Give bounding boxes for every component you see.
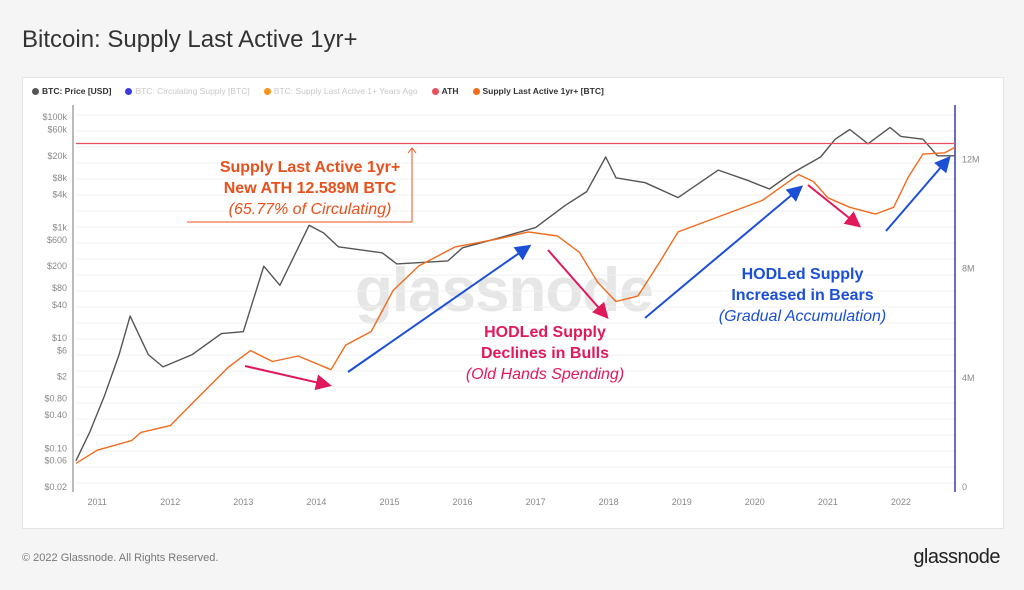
legend-dot-icon [431, 88, 439, 95]
left-tick-label: $0.10 [44, 443, 67, 453]
left-tick-label: $20k [47, 151, 67, 161]
annotation-ath: Supply Last Active 1yr+ New ATH 12.589M … [186, 157, 434, 220]
left-tick-label: $100k [42, 112, 67, 122]
glassnode-logo[interactable]: glassnode [913, 546, 1000, 568]
legend-label: BTC: Price [USD] [42, 86, 112, 96]
x-tick-label: 2012 [160, 497, 180, 507]
right-tick-label: 4M [962, 373, 975, 383]
x-tick-label: 2019 [672, 497, 692, 507]
annotation-bears-line1: HODLed Supply [741, 266, 864, 283]
pink-arrow-icon [807, 184, 862, 228]
legend-item[interactable]: ATH [431, 86, 459, 96]
x-tick-label: 2011 [88, 497, 107, 507]
legend: BTC: Price [USD] BTC: Circulating Supply … [32, 86, 604, 96]
left-tick-label: $60k [47, 124, 67, 134]
legend-label: Supply Last Active 1yr+ [BTC] [482, 86, 604, 96]
series-line-supply-last-active-1yr-btc- [75, 146, 956, 464]
right-tick-label: 12M [962, 155, 980, 165]
annotation-bulls: HODLed Supply Declines in Bulls (Old Han… [440, 322, 650, 385]
pink-arrow-icon [244, 365, 332, 391]
x-tick-label: 2021 [818, 497, 838, 507]
left-tick-label: $600 [47, 235, 67, 245]
series-line-btc-price-usd- [75, 126, 955, 462]
left-tick-label: $2 [57, 372, 67, 382]
legend-item[interactable]: Supply Last Active 1yr+ [BTC] [472, 86, 604, 96]
annotation-ath-line3: (65.77% of Circulating) [228, 201, 392, 218]
annotation-bears-line3: (Gradual Accumulation) [718, 308, 887, 325]
legend-dot-icon [125, 88, 133, 95]
legend-item[interactable]: BTC: Supply Last Active 1+ Years Ago [263, 86, 418, 96]
ath-callout-bracket [187, 148, 413, 223]
left-tick-label: $0.02 [44, 482, 67, 492]
left-tick-label: $80 [52, 283, 67, 293]
x-tick-label: 2015 [379, 497, 399, 507]
left-tick-label: $10 [52, 333, 67, 343]
annotation-bulls-line1: HODLed Supply [484, 324, 606, 341]
annotation-bears: HODLed Supply Increased in Bears (Gradua… [690, 264, 915, 327]
annotation-bears-line2: Increased in Bears [731, 287, 874, 304]
blue-arrow-icon [347, 244, 532, 373]
x-tick-label: 2017 [526, 497, 546, 507]
left-tick-label: $0.06 [44, 456, 67, 466]
left-tick-label: $8k [52, 173, 67, 183]
right-tick-label: 0 [962, 482, 967, 492]
pink-arrow-icon [547, 249, 609, 320]
left-tick-label: $0.80 [44, 394, 67, 404]
copyright-footer: © 2022 Glassnode. All Rights Reserved. [22, 552, 219, 564]
x-tick-label: 2013 [233, 497, 253, 507]
annotation-ath-line2: New ATH 12.589M BTC [223, 180, 397, 197]
right-tick-label: 8M [962, 264, 975, 274]
chart-card [22, 77, 1004, 529]
blue-arrow-icon [644, 185, 804, 319]
legend-dot-icon [263, 88, 271, 95]
x-tick-label: 2014 [306, 497, 326, 507]
legend-item[interactable]: BTC: Price [USD] [32, 86, 111, 96]
left-tick-label: $200 [47, 261, 67, 271]
legend-item[interactable]: BTC: Circulating Supply [BTC] [125, 86, 250, 96]
annotation-bulls-line2: Declines in Bulls [480, 345, 610, 362]
annotation-bulls-line3: (Old Hands Spending) [465, 366, 625, 383]
page-title: Bitcoin: Supply Last Active 1yr+ [22, 26, 358, 53]
ath-callout-arrow-icon [407, 147, 417, 154]
left-tick-label: $6 [57, 345, 67, 355]
legend-dot-icon [472, 88, 480, 95]
blue-arrow-icon [885, 155, 951, 232]
left-tick-label: $0.40 [44, 410, 67, 420]
x-tick-label: 2020 [745, 497, 765, 507]
x-tick-label: 2016 [453, 497, 473, 507]
x-tick-label: 2018 [599, 497, 619, 507]
left-tick-label: $4k [52, 189, 67, 199]
legend-dot-icon [32, 88, 39, 95]
left-tick-label: $40 [52, 300, 67, 310]
legend-label: ATH [441, 86, 459, 96]
legend-label: BTC: Supply Last Active 1+ Years Ago [273, 86, 418, 96]
annotation-ath-line1: Supply Last Active 1yr+ [219, 159, 401, 176]
left-tick-label: $1k [52, 223, 67, 233]
legend-label: BTC: Circulating Supply [BTC] [135, 86, 250, 96]
x-tick-label: 2022 [891, 497, 911, 507]
